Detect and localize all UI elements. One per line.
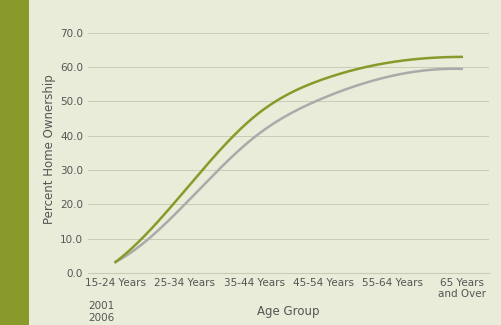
X-axis label: Age Group: Age Group	[257, 305, 319, 318]
Text: 2006: 2006	[88, 313, 114, 323]
Y-axis label: Percent Home Ownership: Percent Home Ownership	[43, 75, 56, 224]
Text: 2001: 2001	[88, 301, 114, 311]
